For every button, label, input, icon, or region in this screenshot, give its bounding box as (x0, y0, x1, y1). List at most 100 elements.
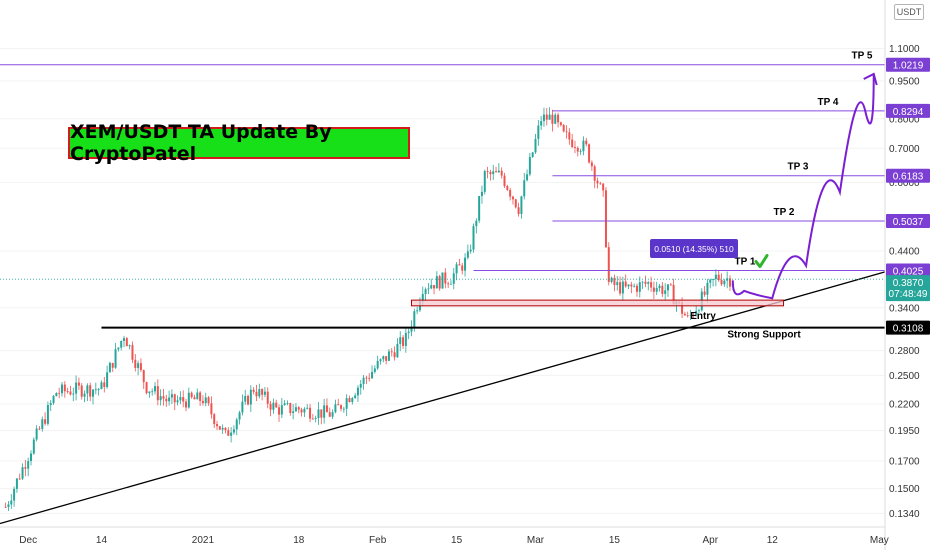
trendline (0, 271, 886, 525)
candle-body (348, 398, 351, 402)
candle-body (619, 282, 622, 294)
candle-body (354, 395, 357, 399)
candle-body (128, 345, 131, 347)
candle-body (466, 251, 469, 258)
candle-body (111, 362, 114, 368)
support-label: Strong Support (727, 330, 801, 341)
tp-label: TP 5 (852, 51, 873, 62)
candle-body (492, 171, 495, 175)
candle-body (362, 377, 365, 384)
candle-body (61, 384, 64, 394)
time-tick-label: 15 (609, 535, 621, 546)
candle-body (686, 315, 689, 317)
candle-body (681, 302, 684, 314)
candle-body (345, 398, 348, 409)
candle-body (441, 272, 444, 289)
candle-body (311, 418, 314, 420)
candle-body (568, 132, 571, 140)
candle-body (125, 338, 128, 347)
time-tick-label: 18 (293, 535, 305, 546)
candle-body (334, 404, 337, 413)
candle-body (69, 391, 72, 395)
price-tick-label: 0.2800 (889, 346, 920, 357)
currency-unit-button[interactable]: USDT (894, 4, 924, 20)
grid (0, 47, 885, 514)
candle-body (187, 392, 190, 408)
candles (4, 107, 734, 512)
candle-body (280, 405, 283, 415)
candle-body (106, 372, 109, 388)
candle-body (478, 196, 481, 221)
candle-body (255, 391, 258, 397)
candle-body (123, 338, 126, 341)
tp-price-badge: 0.5037 (886, 213, 930, 228)
candle-body (554, 114, 557, 124)
candle-body (292, 411, 295, 413)
candle-body (328, 412, 331, 417)
time-tick-label: Mar (527, 535, 545, 546)
candle-body (55, 392, 58, 397)
tp-label: TP 2 (774, 207, 795, 218)
candle-body (588, 144, 591, 163)
candle-body (590, 162, 593, 167)
candle-body (289, 403, 292, 413)
time-tick-label: 12 (767, 535, 779, 546)
candle-body (607, 247, 610, 282)
candle-body (142, 370, 145, 383)
candle-body (602, 183, 605, 191)
time-tick-label: Dec (19, 535, 37, 546)
candle-body (117, 347, 120, 350)
candle-body (77, 382, 80, 386)
tp-price-badge: 1.0219 (886, 57, 930, 72)
price-tick-label: 0.7000 (889, 144, 920, 155)
candle-body (593, 166, 596, 181)
candle-body (523, 180, 526, 197)
candle-body (666, 284, 669, 291)
candle-body (114, 349, 117, 368)
candle-body (528, 156, 531, 175)
candle-body (573, 146, 576, 148)
candle-body (97, 389, 100, 390)
candle-body (486, 171, 489, 172)
candle-body (652, 287, 655, 292)
candle-body (658, 285, 661, 289)
candle-body (368, 377, 371, 379)
candle-body (286, 403, 289, 404)
candle-body (672, 284, 675, 305)
candle-body (13, 488, 16, 501)
candle-body (258, 389, 261, 397)
candle-body (156, 386, 159, 401)
candle-body (173, 394, 176, 403)
candle-body (207, 397, 210, 404)
tp-price-badge: 0.8294 (886, 103, 930, 118)
candle-body (585, 140, 588, 145)
candle-body (610, 277, 613, 282)
candle-body (232, 429, 235, 433)
candle-body (342, 408, 345, 410)
candle-body (314, 418, 317, 419)
candle-body (717, 274, 720, 281)
candle-body (712, 279, 715, 280)
tp-price-badge: 0.6183 (886, 168, 930, 183)
candle-body (373, 368, 376, 372)
candle-body (210, 403, 213, 415)
candle-body (565, 131, 568, 133)
candle-body (661, 285, 664, 294)
candle-body (221, 427, 224, 430)
candle-body (537, 125, 540, 139)
candle-body (359, 383, 362, 388)
entry-zone (410, 299, 785, 307)
candle-body (548, 114, 551, 120)
candle-body (517, 207, 520, 215)
price-tick-label: 0.1340 (889, 509, 920, 520)
candle-body (145, 382, 148, 394)
candle-body (596, 180, 599, 184)
time-tick-label: Feb (369, 535, 387, 546)
candle-body (545, 114, 548, 120)
candle-body (604, 190, 607, 248)
candle-body (325, 405, 328, 413)
candle-body (692, 314, 695, 316)
candle-body (365, 377, 368, 379)
candle-body (216, 424, 219, 427)
